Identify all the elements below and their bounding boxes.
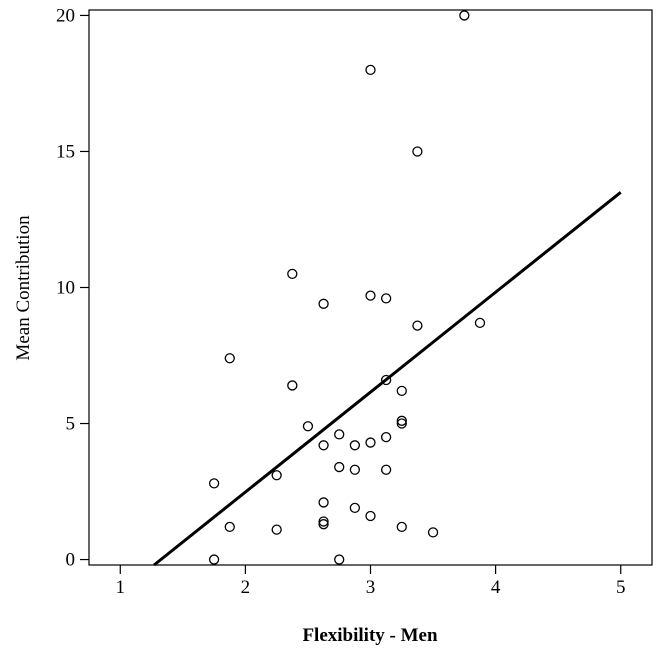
data-point (224, 353, 235, 364)
x-tick-label: 3 (366, 577, 376, 598)
y-tick-label: 5 (66, 414, 76, 435)
fit-line-group (153, 191, 622, 567)
data-point (271, 524, 282, 535)
data-point (380, 374, 392, 386)
data-point (365, 64, 376, 76)
x-tick-label: 5 (616, 577, 626, 598)
data-point (224, 521, 235, 533)
data-point (412, 320, 423, 331)
data-point (365, 290, 376, 301)
data-point (318, 497, 329, 508)
data-point (318, 440, 329, 451)
data-point (396, 385, 407, 397)
data-point (349, 502, 361, 514)
data-point (349, 464, 361, 475)
x-tick-label: 2 (241, 577, 251, 598)
data-point (412, 146, 423, 157)
plot-frame (88, 9, 653, 566)
data-point (365, 437, 376, 448)
data-point (396, 418, 407, 429)
data-point (318, 298, 329, 309)
data-point (380, 293, 392, 304)
y-tick-label: 10 (56, 278, 75, 299)
y-axis-title: Mean Contribution (13, 215, 34, 361)
x-tick-label: 1 (116, 577, 126, 598)
data-point (208, 478, 220, 489)
data-point (380, 464, 392, 475)
y-tick-label: 0 (66, 550, 76, 571)
data-point (474, 317, 486, 329)
data-point (302, 421, 314, 432)
data-point (349, 440, 361, 451)
data-point (334, 461, 345, 473)
x-tick-label: 4 (491, 577, 501, 598)
fit-line (153, 191, 622, 567)
y-tick-label: 20 (56, 5, 75, 26)
data-point (334, 554, 345, 565)
data-point (287, 268, 298, 280)
x-axis: 1 2 3 4 5 (116, 565, 626, 598)
data-point (396, 415, 407, 426)
data-point (427, 527, 439, 538)
data-point (271, 470, 282, 481)
x-axis-title: Flexibility - Men (302, 625, 438, 646)
data-point (334, 429, 345, 440)
data-point (459, 10, 470, 21)
data-point (380, 431, 392, 443)
data-point (318, 519, 329, 530)
data-point (365, 510, 376, 522)
y-tick-label: 15 (56, 141, 75, 162)
data-point (396, 521, 407, 533)
data-point (287, 380, 298, 391)
y-axis: 0 5 10 15 20 (56, 5, 89, 571)
scatter-points (208, 10, 486, 565)
data-point (208, 554, 220, 565)
data-point (318, 516, 329, 527)
